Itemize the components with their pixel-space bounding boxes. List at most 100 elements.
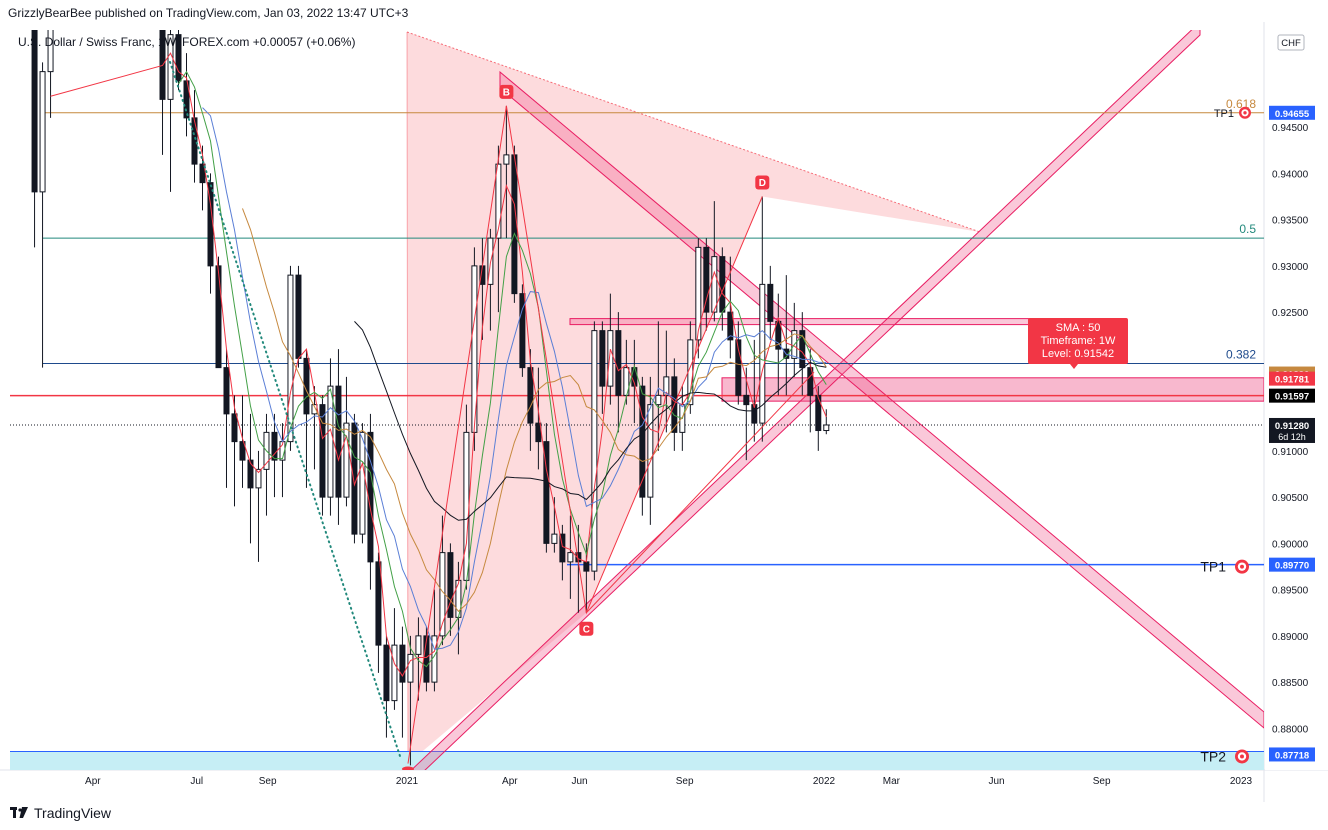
candle-body[interactable] xyxy=(255,468,262,489)
candle-body[interactable] xyxy=(743,394,750,406)
candle-body[interactable] xyxy=(191,117,198,165)
price-badge xyxy=(1269,747,1315,762)
price-axis[interactable]: 0.94500 0.94000 0.93500 0.93000 0.92500 0.910… xyxy=(1265,22,1328,770)
candle-body[interactable] xyxy=(551,533,558,544)
candle-body[interactable] xyxy=(399,644,406,683)
symbol-line: U.S. Dollar / Swiss Franc, 1W, FOREX.com… xyxy=(18,35,355,49)
candle-body[interactable] xyxy=(415,635,422,655)
candle-body[interactable] xyxy=(375,561,382,646)
target-icon-center xyxy=(1243,111,1247,115)
candle-body[interactable] xyxy=(39,71,46,193)
candle-body[interactable] xyxy=(775,320,782,350)
candle-body[interactable] xyxy=(559,533,566,563)
candle-body[interactable] xyxy=(223,367,230,415)
candle-body[interactable] xyxy=(511,154,518,295)
candle-body[interactable] xyxy=(295,274,302,359)
candle-body[interactable] xyxy=(327,385,334,498)
price-tick: 0.92500 xyxy=(1272,308,1309,319)
time-axis[interactable]: Apr Jul Sep 2021 Apr Jun Sep 2022 Mar Jun Sep 2023 xyxy=(85,776,1253,787)
candle-body[interactable] xyxy=(807,367,814,396)
harmonic-pattern-fill xyxy=(407,32,980,764)
candle-body[interactable] xyxy=(799,330,806,369)
candle-body[interactable] xyxy=(503,154,510,165)
candle-body[interactable] xyxy=(719,256,726,313)
candle-body[interactable] xyxy=(647,404,654,498)
countdown-text: 6d 12h xyxy=(1278,432,1306,442)
candle-body[interactable] xyxy=(239,441,246,461)
pattern-point-d[interactable]: D xyxy=(755,175,770,190)
candle-body[interactable] xyxy=(711,256,718,313)
candle-body[interactable] xyxy=(703,246,710,313)
candle-body[interactable] xyxy=(215,265,222,369)
candle-body[interactable] xyxy=(335,385,342,498)
candle-body[interactable] xyxy=(527,367,534,424)
candle-body[interactable] xyxy=(271,431,278,461)
candle-body[interactable] xyxy=(383,644,390,702)
currency-button-label: CHF xyxy=(1281,38,1301,49)
candle-body[interactable] xyxy=(351,422,358,535)
chart-area[interactable]: 0.618 0.5 0.382 B C D SMA : 50 Timeframe: 1W Le… xyxy=(0,22,1328,802)
price-tick: 0.90000 xyxy=(1272,539,1309,550)
candle-body[interactable] xyxy=(159,22,166,100)
fib-level-label: 0.618 xyxy=(1226,97,1256,111)
sma-callout-box xyxy=(1028,318,1128,364)
ma-blue-line xyxy=(202,107,827,650)
candle-body[interactable] xyxy=(599,330,606,387)
time-tick: Apr xyxy=(85,776,101,787)
candle-body[interactable] xyxy=(463,431,470,581)
candle-body[interactable] xyxy=(543,441,550,544)
sma-callout-line: Timeframe: 1W xyxy=(1041,335,1116,347)
candle-body[interactable] xyxy=(591,330,598,572)
candle-body[interactable] xyxy=(727,311,734,341)
candle-body[interactable] xyxy=(607,330,614,387)
candle-body[interactable] xyxy=(287,274,294,443)
candle-body[interactable] xyxy=(183,80,190,119)
candles-layer[interactable] xyxy=(31,22,830,766)
candle-body[interactable] xyxy=(567,552,574,563)
candle-body[interactable] xyxy=(695,246,702,341)
candle-body[interactable] xyxy=(823,424,830,432)
candle-body[interactable] xyxy=(47,25,54,73)
candle-body[interactable] xyxy=(343,422,350,498)
footer-brand[interactable]: TradingView xyxy=(10,803,111,823)
candle-body[interactable] xyxy=(167,34,174,100)
pattern-point-label: C xyxy=(583,624,590,635)
candle-body[interactable] xyxy=(663,376,670,396)
pattern-point-badge xyxy=(579,621,594,636)
candle-body[interactable] xyxy=(359,431,366,535)
candle-body[interactable] xyxy=(247,459,254,489)
candle-body[interactable] xyxy=(391,644,398,702)
candle-body[interactable] xyxy=(175,34,182,82)
price-badge xyxy=(1269,388,1315,403)
countdown-badge xyxy=(1269,430,1315,443)
candle-body[interactable] xyxy=(231,413,238,443)
candle-body[interactable] xyxy=(735,339,742,396)
candle-body[interactable] xyxy=(639,385,646,498)
pattern-point-label: D xyxy=(759,178,766,189)
candle-body[interactable] xyxy=(447,552,454,618)
pattern-point-c[interactable]: C xyxy=(579,621,594,636)
candle-body[interactable] xyxy=(615,330,622,396)
pattern-point-b[interactable]: B xyxy=(499,84,514,99)
target-icon-center xyxy=(1240,754,1244,759)
candle-body[interactable] xyxy=(407,653,414,683)
time-tick: Mar xyxy=(883,776,901,787)
candle-body[interactable] xyxy=(495,163,502,239)
candle-body[interactable] xyxy=(767,283,774,322)
price-tick: 0.90500 xyxy=(1272,493,1309,504)
candle-body[interactable] xyxy=(815,394,822,432)
time-tick: Apr xyxy=(502,776,518,787)
price-tick: 0.89500 xyxy=(1272,586,1309,597)
candle-body[interactable] xyxy=(751,404,758,424)
candle-body[interactable] xyxy=(519,293,526,369)
target-label: TP1 xyxy=(1200,559,1249,575)
candle-body[interactable] xyxy=(655,394,662,406)
candle-body[interactable] xyxy=(31,22,38,193)
currency-button[interactable]: CHF xyxy=(1277,34,1305,51)
candle-body[interactable] xyxy=(583,561,590,572)
price-tick: 0.94500 xyxy=(1272,123,1309,134)
target-text: TP1 xyxy=(1214,108,1234,120)
candle-body[interactable] xyxy=(319,404,326,498)
